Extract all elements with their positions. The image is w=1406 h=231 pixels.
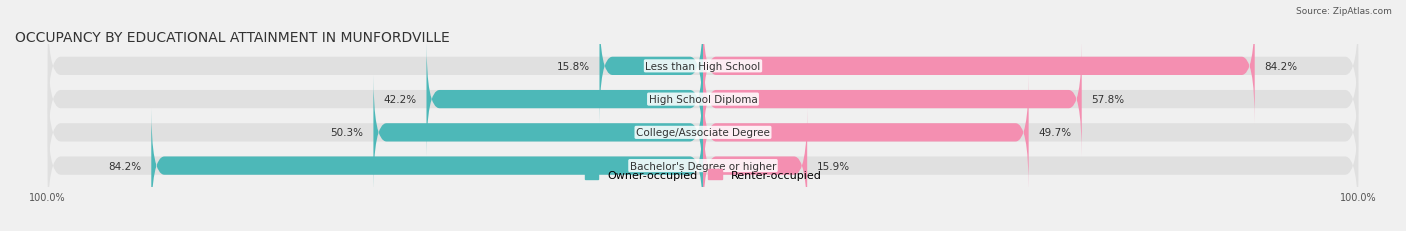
Legend: Owner-occupied, Renter-occupied: Owner-occupied, Renter-occupied (581, 165, 825, 185)
Text: College/Associate Degree: College/Associate Degree (636, 128, 770, 138)
FancyBboxPatch shape (703, 76, 1029, 190)
FancyBboxPatch shape (426, 43, 703, 157)
FancyBboxPatch shape (703, 43, 1081, 157)
FancyBboxPatch shape (703, 9, 1254, 124)
Text: OCCUPANCY BY EDUCATIONAL ATTAINMENT IN MUNFORDVILLE: OCCUPANCY BY EDUCATIONAL ATTAINMENT IN M… (15, 31, 450, 45)
Text: Bachelor's Degree or higher: Bachelor's Degree or higher (630, 161, 776, 171)
FancyBboxPatch shape (48, 43, 1358, 157)
FancyBboxPatch shape (48, 109, 1358, 223)
Text: High School Diploma: High School Diploma (648, 95, 758, 105)
Text: 84.2%: 84.2% (108, 161, 142, 171)
FancyBboxPatch shape (599, 9, 703, 124)
FancyBboxPatch shape (48, 9, 1358, 124)
Text: 57.8%: 57.8% (1091, 95, 1125, 105)
FancyBboxPatch shape (48, 76, 1358, 190)
Text: 15.9%: 15.9% (817, 161, 851, 171)
Text: 84.2%: 84.2% (1264, 62, 1298, 72)
Text: 15.8%: 15.8% (557, 62, 589, 72)
FancyBboxPatch shape (703, 109, 807, 223)
Text: 49.7%: 49.7% (1039, 128, 1071, 138)
Text: Source: ZipAtlas.com: Source: ZipAtlas.com (1296, 7, 1392, 16)
Text: 50.3%: 50.3% (330, 128, 364, 138)
Text: 42.2%: 42.2% (384, 95, 416, 105)
FancyBboxPatch shape (152, 109, 703, 223)
Text: Less than High School: Less than High School (645, 62, 761, 72)
FancyBboxPatch shape (374, 76, 703, 190)
